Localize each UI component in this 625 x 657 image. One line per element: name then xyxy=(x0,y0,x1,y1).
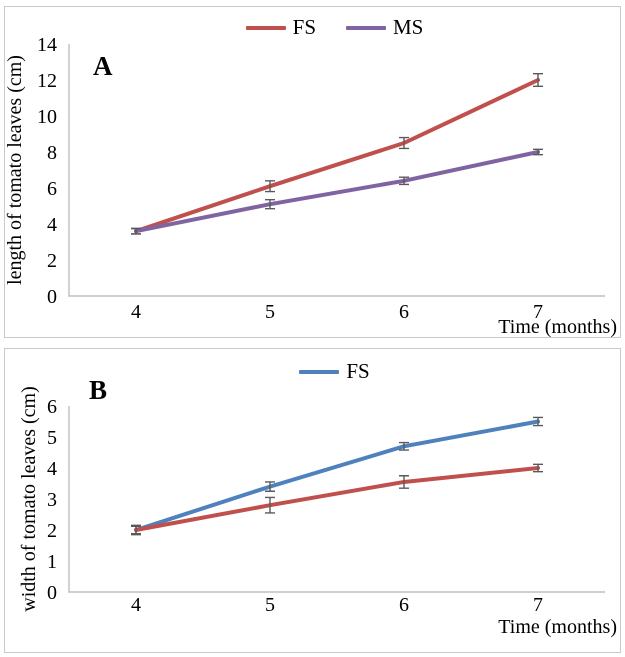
legend-line-swatch xyxy=(299,369,340,374)
legend-line-swatch xyxy=(245,25,286,30)
y-tick-label: 2 xyxy=(47,250,57,272)
series-line-MS xyxy=(134,150,540,234)
error-bar xyxy=(131,227,141,235)
y-tick-label: 0 xyxy=(47,286,57,308)
error-bar xyxy=(265,180,275,193)
legend-a: FS MS xyxy=(27,15,625,40)
y-tick-label: 8 xyxy=(47,142,57,164)
legend-item-fs: FS xyxy=(299,359,370,384)
axis-lines xyxy=(68,406,605,593)
error-bar xyxy=(533,463,543,473)
error-bar xyxy=(399,176,409,186)
error-bar xyxy=(131,525,141,535)
x-tick-label: 7 xyxy=(533,594,543,616)
panel-letter-b: B xyxy=(89,375,108,405)
error-bar xyxy=(399,136,409,150)
y-tick-label: 6 xyxy=(47,396,57,418)
error-bar xyxy=(533,416,543,427)
legend-b: FS xyxy=(27,359,625,384)
series-line-unlabeled xyxy=(134,466,540,532)
y-tick-label: 1 xyxy=(47,551,57,573)
error-bar xyxy=(533,73,543,87)
legend-line-swatch xyxy=(346,25,386,30)
series-line-FS xyxy=(134,78,540,234)
y-tick-label: 2 xyxy=(47,520,57,542)
y-tick-label: 10 xyxy=(37,106,57,128)
y-tick-label: 4 xyxy=(47,458,57,480)
x-tick-label: 6 xyxy=(399,594,409,616)
error-bar xyxy=(265,496,275,514)
x-axis-title: Time (months) xyxy=(498,316,617,337)
x-tick-label: 4 xyxy=(131,594,141,616)
error-bar xyxy=(265,481,275,492)
error-bar xyxy=(265,199,275,210)
y-tick-label: 4 xyxy=(47,214,57,236)
y-tick-label: 14 xyxy=(37,34,57,56)
x-tick-label: 5 xyxy=(265,594,275,616)
series-line-FS xyxy=(134,419,540,532)
legend-item-ms: MS xyxy=(346,15,423,40)
y-axis-title: width of tomato leaves (cm) xyxy=(18,386,40,612)
y-axis-title: length of tomato leaves (cm) xyxy=(5,55,26,285)
x-axis-title: Time (months) xyxy=(498,616,617,638)
x-tick-label: 7 xyxy=(533,301,543,323)
y-tick-label: 6 xyxy=(47,178,57,200)
y-tick-label: 12 xyxy=(37,70,57,92)
legend-label: FS xyxy=(346,359,370,383)
legend-item-fs: FS xyxy=(245,15,316,40)
chart-panel-a: 0 2 4 6 8 10 12 14 4 5 6 7 Time (months) length of to… xyxy=(4,6,621,338)
legend-label: FS xyxy=(292,15,316,39)
error-bar xyxy=(533,148,543,156)
legend-label: MS xyxy=(393,15,424,39)
y-tick-label: 0 xyxy=(47,582,57,604)
x-tick-label: 5 xyxy=(265,301,275,323)
error-bar xyxy=(399,441,409,451)
error-bar xyxy=(399,475,409,489)
y-tick-label: 3 xyxy=(47,489,57,511)
y-tick-label: 5 xyxy=(47,427,57,449)
axis-lines xyxy=(68,44,605,297)
panel-letter-a: A xyxy=(93,51,113,81)
x-tick-label: 4 xyxy=(131,301,141,323)
x-tick-label: 6 xyxy=(399,301,409,323)
chart-panel-b: 0 1 2 3 4 5 6 4 5 6 7 Time (months) width of tomato … xyxy=(4,348,621,653)
